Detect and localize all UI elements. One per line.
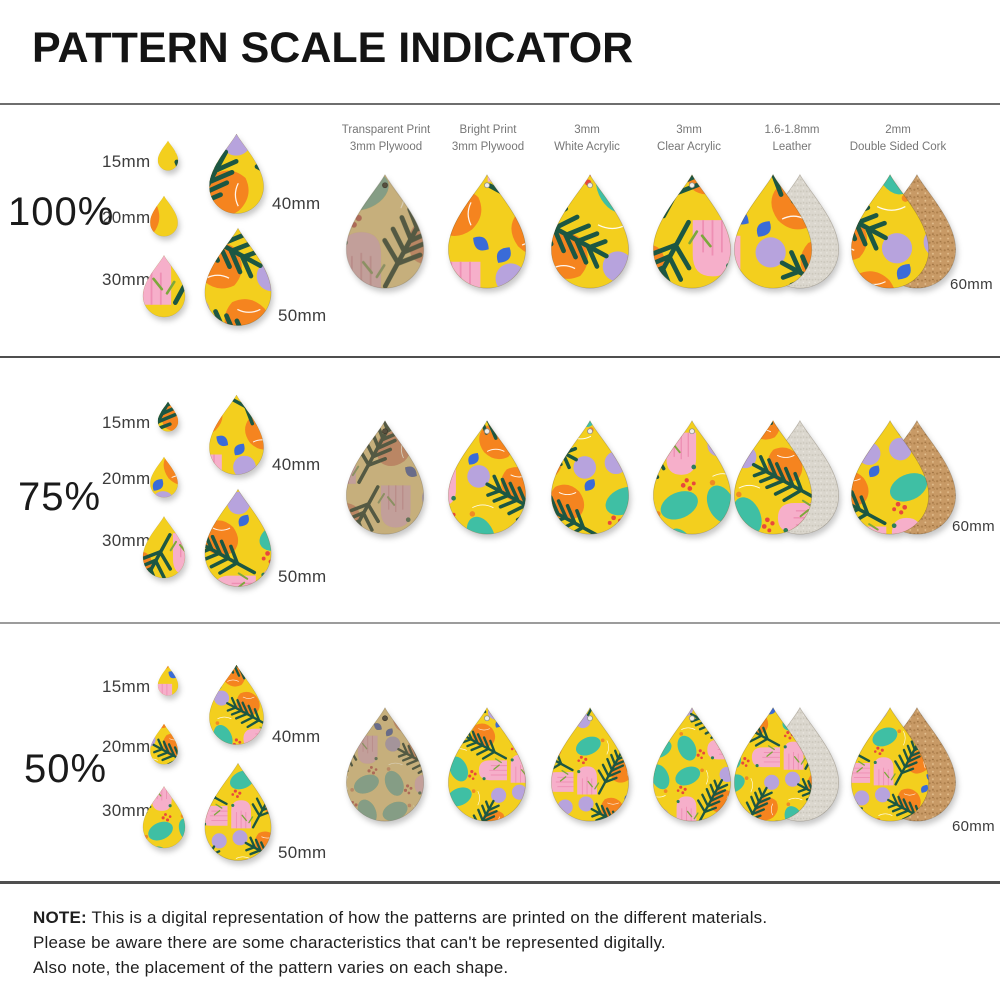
teardrop-100-clear-acrylic bbox=[650, 172, 734, 290]
header-line: 3mm bbox=[676, 124, 702, 136]
teardrop-75-white-acrylic bbox=[548, 418, 632, 536]
divider-row1-row2 bbox=[0, 356, 1000, 358]
header-line: 3mm Plywood bbox=[349, 140, 423, 153]
size-label-60mm: 60mm bbox=[950, 276, 993, 293]
size-label-30mm: 30mm bbox=[102, 531, 151, 550]
teardrop-50-50mm bbox=[202, 761, 274, 862]
teardrop-75-40mm bbox=[207, 393, 266, 476]
teardrop-50-white-acrylic bbox=[548, 705, 632, 823]
teardrop-100-20mm bbox=[149, 195, 179, 237]
size-label-50mm: 50mm bbox=[278, 567, 327, 586]
teardrop-100-15mm bbox=[157, 140, 179, 171]
size-label-20mm: 20mm bbox=[102, 469, 151, 488]
note-line-2: Please be aware there are some character… bbox=[33, 933, 666, 952]
teardrop-75-50mm bbox=[202, 487, 274, 588]
column-header-cork: 2mm Double Sided Cork bbox=[832, 122, 964, 155]
teardrop-100-40mm bbox=[207, 132, 266, 215]
teardrop-50-clear-acrylic bbox=[650, 705, 734, 823]
teardrop-75-bright-plywood bbox=[445, 418, 529, 536]
size-label-15mm: 15mm bbox=[102, 677, 151, 696]
header-line: Transparent Print bbox=[341, 124, 431, 136]
column-header-bright-plywood: Bright Print 3mm Plywood bbox=[422, 122, 554, 155]
size-label-40mm: 40mm bbox=[272, 455, 321, 474]
teardrop-100-cork-pair bbox=[848, 172, 959, 290]
column-header-transparent-plywood: Transparent Print 3mm Plywood bbox=[320, 122, 452, 155]
note-block: NOTE: This is a digital representation o… bbox=[33, 908, 767, 983]
teardrop-75-30mm bbox=[141, 515, 187, 579]
note-line-1: NOTE: This is a digital representation o… bbox=[33, 908, 767, 928]
teardrop-50-bright-plywood bbox=[445, 705, 529, 823]
scale-percentage-label: 75% bbox=[18, 475, 102, 519]
size-label-50mm: 50mm bbox=[278, 306, 327, 325]
size-label-40mm: 40mm bbox=[272, 727, 321, 746]
size-label-15mm: 15mm bbox=[102, 152, 151, 171]
scale-row-100: 100% Transparent Print 3mm Plywood Bright… bbox=[0, 110, 1000, 356]
divider-row2-row3 bbox=[0, 622, 1000, 624]
teardrop-100-transparent-plywood bbox=[343, 172, 427, 290]
teardrop-75-15mm bbox=[157, 401, 179, 432]
header-line: Clear Acrylic bbox=[657, 140, 721, 153]
teardrop-100-bright-plywood bbox=[445, 172, 529, 290]
scale-row-50: 50% 15mm 20mm 30mm 40mm 50mm 60mm bbox=[0, 629, 1000, 881]
teardrop-50-15mm bbox=[157, 665, 179, 696]
teardrop-100-50mm bbox=[202, 226, 274, 327]
size-label-60mm: 60mm bbox=[952, 818, 995, 835]
scale-row-75: 75% 15mm 20mm 30mm 40mm 50mm 60mm bbox=[0, 363, 1000, 622]
size-label-50mm: 50mm bbox=[278, 843, 327, 862]
teardrop-75-leather-pair bbox=[731, 418, 842, 536]
teardrop-50-cork-pair bbox=[848, 705, 959, 823]
teardrop-75-20mm bbox=[149, 456, 179, 498]
header-line: Bright Print bbox=[459, 124, 517, 136]
size-label-20mm: 20mm bbox=[102, 737, 151, 756]
teardrop-100-30mm bbox=[141, 254, 187, 318]
teardrop-50-20mm bbox=[149, 723, 179, 765]
teardrop-100-leather-pair bbox=[731, 172, 842, 290]
column-header-leather: 1.6-1.8mm Leather bbox=[726, 122, 858, 155]
size-label-40mm: 40mm bbox=[272, 194, 321, 213]
header-line: 1.6-1.8mm bbox=[764, 124, 820, 136]
note-label: NOTE: bbox=[33, 908, 87, 927]
size-label-30mm: 30mm bbox=[102, 270, 151, 289]
header-line: Leather bbox=[772, 140, 812, 153]
note-line-3: Also note, the placement of the pattern … bbox=[33, 958, 509, 977]
teardrop-50-30mm bbox=[141, 785, 187, 849]
divider-under-title bbox=[0, 103, 1000, 105]
column-header-white-acrylic: 3mm White Acrylic bbox=[521, 122, 653, 155]
divider-above-note bbox=[0, 881, 1000, 884]
size-label-20mm: 20mm bbox=[102, 208, 151, 227]
teardrop-75-transparent-plywood bbox=[343, 418, 427, 536]
teardrop-50-40mm bbox=[207, 663, 266, 746]
page-title: PATTERN SCALE INDICATOR bbox=[32, 24, 634, 72]
header-line: 3mm Plywood bbox=[451, 140, 525, 153]
size-label-30mm: 30mm bbox=[102, 801, 151, 820]
note-text: This is a digital representation of how … bbox=[91, 908, 768, 927]
teardrop-100-white-acrylic bbox=[548, 172, 632, 290]
scale-percentage-label: 50% bbox=[24, 747, 108, 791]
teardrop-75-cork-pair bbox=[848, 418, 959, 536]
header-line: 3mm bbox=[574, 124, 600, 136]
column-header-clear-acrylic: 3mm Clear Acrylic bbox=[623, 122, 755, 155]
size-label-60mm: 60mm bbox=[952, 518, 995, 535]
scale-percentage-label: 100% bbox=[8, 190, 115, 234]
header-line: Double Sided Cork bbox=[849, 140, 947, 153]
header-line: 2mm bbox=[885, 124, 911, 136]
header-line: White Acrylic bbox=[554, 140, 620, 153]
size-label-15mm: 15mm bbox=[102, 413, 151, 432]
teardrop-50-leather-pair bbox=[731, 705, 842, 823]
teardrop-75-clear-acrylic bbox=[650, 418, 734, 536]
teardrop-50-transparent-plywood bbox=[343, 705, 427, 823]
